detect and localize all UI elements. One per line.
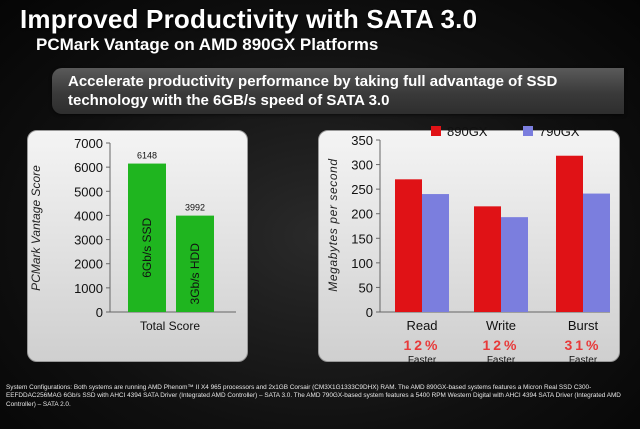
data-label: 3992	[185, 203, 205, 213]
y-tick-label: 3000	[74, 233, 103, 248]
page-subtitle: PCMark Vantage on AMD 890GX Platforms	[36, 35, 379, 54]
y-tick-label: 7000	[74, 136, 103, 151]
legend-swatch	[523, 126, 533, 136]
y-tick-label: 0	[96, 305, 103, 320]
legend-label: 890GX	[447, 124, 488, 139]
x-tick-label: Write	[486, 318, 516, 333]
bar	[395, 179, 422, 312]
y-tick-label: 4000	[74, 208, 103, 223]
highlight-banner: Accelerate productivity performance by t…	[52, 68, 624, 114]
percent-improvement: 12%	[482, 337, 519, 353]
x-tick-label: Read	[406, 318, 437, 333]
system-configuration-footnote: System Configurations: Both systems are …	[6, 384, 621, 408]
x-tick-label: Burst	[568, 318, 599, 333]
y-axis-title: Megabytes per second	[326, 158, 340, 291]
x-axis-title: Total Score	[140, 319, 200, 333]
series-label: 6Gb/s SSD	[140, 217, 154, 277]
bar	[128, 163, 166, 312]
data-label: 6148	[137, 151, 157, 161]
faster-note: Faster	[408, 355, 437, 366]
legend-label: 790GX	[539, 124, 580, 139]
percent-improvement: 12%	[403, 337, 440, 353]
y-tick-label: 100	[351, 256, 373, 271]
legend-swatch	[431, 126, 441, 136]
y-tick-label: 250	[351, 182, 373, 197]
percent-improvement: 31%	[564, 337, 601, 353]
faster-note: Faster	[487, 355, 516, 366]
bar	[474, 206, 501, 312]
y-tick-label: 6000	[74, 160, 103, 175]
bar	[501, 217, 528, 312]
y-tick-label: 350	[351, 133, 373, 148]
y-tick-label: 300	[351, 158, 373, 173]
page-title: Improved Productivity with SATA 3.0	[20, 4, 478, 34]
y-tick-label: 200	[351, 207, 373, 222]
bar	[583, 193, 610, 312]
faster-note: Faster	[569, 355, 598, 366]
bar	[176, 215, 214, 312]
banner-text: Accelerate productivity performance by t…	[68, 73, 558, 109]
series-label: 3Gb/s HDD	[188, 243, 202, 305]
y-tick-label: 1000	[74, 281, 103, 296]
y-tick-label: 0	[366, 305, 373, 320]
bar	[556, 155, 583, 312]
y-tick-label: 50	[359, 280, 373, 295]
bar	[422, 194, 449, 312]
y-tick-label: 150	[351, 231, 373, 246]
y-tick-label: 2000	[74, 257, 103, 272]
y-tick-label: 5000	[74, 184, 103, 199]
y-axis-title: PCMark Vantage Score	[29, 165, 43, 291]
